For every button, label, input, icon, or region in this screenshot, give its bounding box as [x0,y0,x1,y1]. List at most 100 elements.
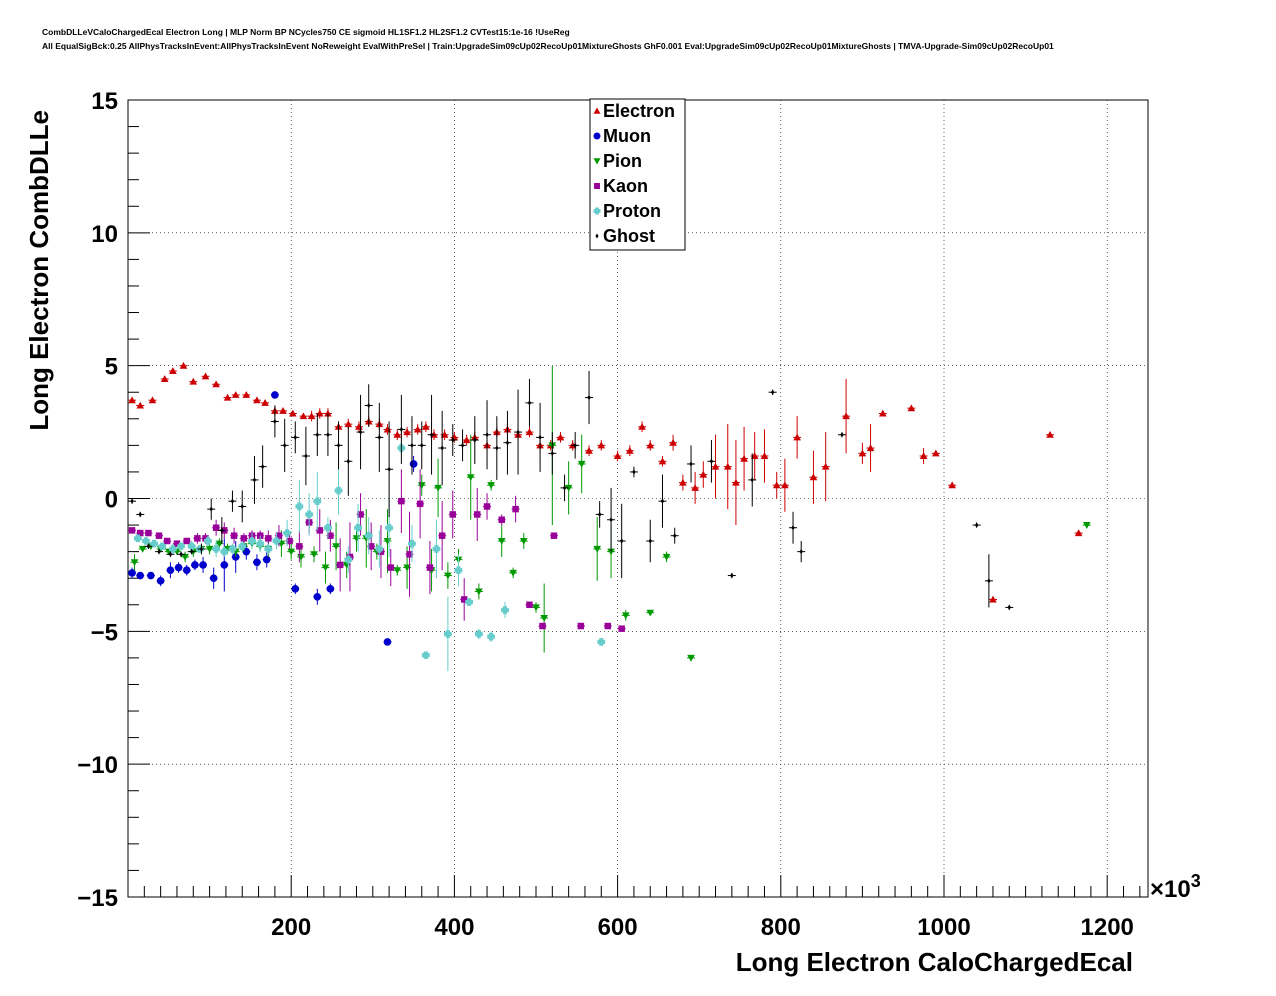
axis-titles: Long Electron CaloChargedEcal Long Elect… [24,110,1201,977]
electron-point [866,444,875,452]
proton-point [597,638,606,646]
electron-point [585,446,593,454]
ghost-point [199,546,204,552]
x-tick-label: 200 [271,914,311,941]
electron-point [732,478,740,486]
proton-point [344,555,353,564]
ghost-point [495,445,499,451]
electron-point [679,478,687,486]
kaon-point [398,497,405,505]
pion-point [540,615,548,622]
ghost-point [840,432,844,438]
electron-point [201,372,210,380]
electron-point [169,367,177,375]
kaon-point [512,505,519,513]
pion-point [403,564,411,572]
electron-point [1046,430,1054,438]
pion-point [287,548,295,556]
ghost-point [377,434,382,441]
ghost-point [619,538,624,544]
proton-point [375,545,384,553]
ghost-point [709,458,714,464]
legend-label-electron: Electron [603,101,675,121]
kaon-point [128,527,136,534]
ghost-point [346,458,351,464]
series-electron [128,361,1083,603]
ghost-point [358,429,363,435]
electron-point [212,380,220,388]
electron-point [793,433,801,441]
electron-point [253,396,261,404]
proton-point [272,537,281,545]
pion-point [621,612,630,620]
electron-point [299,412,308,420]
electron-point [462,436,471,444]
ghost-point [527,400,532,406]
proton-point [150,539,158,548]
proton-point [422,651,430,660]
proton-point [432,545,441,553]
electron-point [842,412,850,420]
proton-point [364,531,373,540]
proton-point [501,606,509,614]
ghost-point [399,426,404,433]
electron-point [315,409,324,417]
x-multiplier-base: ×10 [1150,876,1191,903]
kaon-point [230,532,238,539]
ghost-point [597,511,602,518]
legend-label-ghost: Ghost [603,226,655,246]
ghost-point [516,429,520,435]
ghost-point [315,432,320,438]
kaon-point [327,532,334,539]
electron-point [422,422,430,430]
y-tick-label: −10 [77,752,118,779]
muon-point [383,638,392,646]
muon-point [409,460,418,468]
pion-point [532,604,540,612]
pion-point [509,569,517,577]
pion-point [130,559,139,567]
electron-point [307,412,316,420]
ghost-point [660,498,665,504]
axes: 200 400 600 800 1000 1200 −15 −10 −5 0 5 10 15 [77,88,1141,941]
ghost-point [429,432,434,438]
electron-point [809,473,818,481]
electron-point [289,409,297,417]
pion-point [593,545,601,553]
proton-point [256,539,264,548]
electron-point [160,375,169,382]
ghost-point [420,442,424,449]
proton-point [324,523,332,532]
ghost-point [260,463,265,470]
proton-point [238,542,247,551]
electron-point [223,393,232,401]
pion-point [310,551,318,559]
electron-point [179,361,188,369]
electron-point [1074,529,1083,537]
ghost-point [451,437,455,443]
kaon-point [604,622,612,630]
ghost-point [130,498,134,504]
data-marks [128,361,1091,672]
x-tick-label: 800 [761,914,801,941]
pion-point [393,567,402,575]
electron-point [948,481,956,489]
pion-point [646,609,655,617]
legend-marker-kaon [594,183,600,189]
ghost-point [209,506,213,512]
proton-point [169,545,177,553]
kaon-point [406,551,413,558]
electron-point [932,449,940,457]
legend-label-muon: Muon [603,126,651,146]
ghost-point [179,551,183,557]
electron-point [440,430,449,438]
electron-point [525,428,534,436]
electron-point [907,404,916,412]
legend: Electron Muon Pion Kaon Proton Ghost [589,98,686,251]
ghost-point [336,442,341,449]
muon-point [136,571,145,580]
y-tick-label: 0 [105,487,118,514]
ghost-point [1007,604,1011,611]
electron-point [699,470,708,478]
